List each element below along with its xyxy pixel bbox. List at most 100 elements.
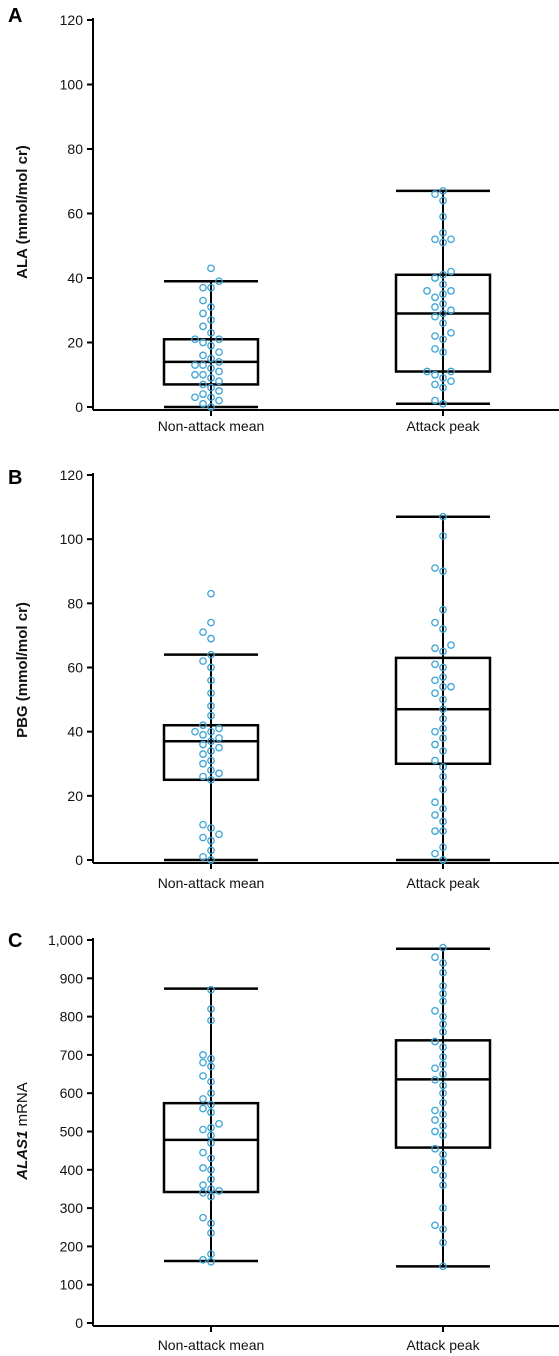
data-point	[215, 377, 223, 386]
data-point	[199, 1072, 207, 1080]
data-point	[439, 943, 447, 952]
data-point	[431, 676, 439, 685]
data-point	[207, 618, 215, 627]
data-point	[215, 348, 223, 357]
data-point	[207, 824, 215, 832]
data-point	[431, 332, 439, 340]
data-point	[191, 370, 199, 379]
data-point	[199, 833, 207, 842]
data-point	[439, 663, 447, 672]
data-point	[431, 312, 439, 321]
data-point	[199, 750, 207, 758]
data-point	[439, 827, 447, 835]
data-point	[191, 361, 199, 369]
data-point	[207, 1154, 215, 1163]
data-point	[207, 1175, 215, 1184]
data-point	[431, 1037, 439, 1046]
data-point	[431, 303, 439, 311]
data-point	[439, 238, 447, 247]
data-point	[439, 959, 447, 967]
data-point	[439, 212, 447, 221]
data-point	[191, 335, 199, 344]
data-point	[431, 827, 439, 835]
data-point	[207, 663, 215, 672]
data-point	[439, 625, 447, 633]
y-tick-label: 400	[60, 1162, 84, 1178]
y-tick-label: 40	[67, 270, 83, 286]
y-tick-label: 80	[67, 595, 83, 611]
x-category-label: Non-attack mean	[158, 875, 265, 891]
data-point	[439, 1121, 447, 1130]
data-point	[207, 856, 215, 864]
data-point	[431, 727, 439, 736]
panel-c: C ALAS1 mRNA 0 100 200 300 400 500 600 700 800 90…	[8, 930, 559, 1353]
y-tick-label: 600	[60, 1085, 84, 1101]
data-point	[199, 351, 207, 360]
data-point	[439, 968, 447, 977]
data-point	[439, 229, 447, 237]
data-point	[215, 277, 223, 286]
data-point	[439, 532, 447, 540]
data-point	[431, 1007, 439, 1015]
data-point	[439, 512, 447, 521]
y-tick-label: 20	[67, 335, 83, 351]
x-category-label: Attack peak	[406, 418, 480, 434]
data-point	[207, 383, 215, 392]
data-point	[439, 1028, 447, 1036]
data-point	[431, 1106, 439, 1115]
data-point	[207, 1100, 215, 1109]
data-point	[439, 270, 447, 279]
y-tick-label: 60	[67, 206, 83, 222]
y-tick-label: 1,000	[48, 932, 83, 948]
data-point	[439, 567, 447, 576]
y-tick-label: 0	[75, 1315, 83, 1331]
data-point	[199, 772, 207, 781]
data-point	[215, 1119, 223, 1128]
x-category-label: Attack peak	[406, 875, 480, 891]
data-point	[207, 650, 215, 659]
data-point	[439, 1150, 447, 1159]
data-point	[199, 1255, 207, 1264]
data-point	[207, 364, 215, 373]
data-point	[199, 852, 207, 861]
data-point	[207, 283, 215, 292]
data-point	[439, 997, 447, 1006]
data-point	[215, 335, 223, 344]
data-point	[439, 290, 447, 298]
data-point	[431, 618, 439, 627]
data-point	[199, 399, 207, 408]
box-iqr	[394, 1039, 492, 1149]
data-point	[207, 316, 215, 324]
data-point	[191, 727, 199, 736]
data-point	[207, 711, 215, 720]
data-point	[431, 811, 439, 819]
svg-text:PBG (mmol/mol cr): PBG (mmol/mol cr)	[14, 602, 31, 738]
data-point	[215, 743, 223, 752]
data-point	[431, 1127, 439, 1136]
data-point	[439, 695, 447, 704]
y-tick-label: 20	[67, 788, 83, 804]
data-point	[199, 283, 207, 292]
data-point	[207, 1257, 215, 1266]
data-point	[199, 721, 207, 730]
data-point	[207, 1229, 215, 1237]
data-point	[215, 367, 223, 376]
panel-b: B PBG (mmol/mol cr) 0 20 40 60 80 100 120 Non-a…	[8, 467, 559, 891]
data-point	[199, 296, 207, 305]
data-point	[447, 267, 455, 276]
data-point	[439, 383, 447, 392]
y-axis-title-c-rest: mRNA	[14, 1082, 31, 1130]
data-point	[439, 1060, 447, 1069]
data-point	[431, 380, 439, 389]
data-point	[439, 843, 447, 852]
data-point	[439, 1081, 447, 1090]
data-point	[207, 1165, 215, 1174]
data-point	[215, 357, 223, 366]
data-point	[207, 1185, 215, 1193]
data-point	[207, 676, 215, 685]
panel-letter-a: A	[8, 5, 22, 27]
data-point	[439, 856, 447, 864]
data-point	[439, 747, 447, 755]
y-tick-label: 300	[60, 1200, 84, 1216]
